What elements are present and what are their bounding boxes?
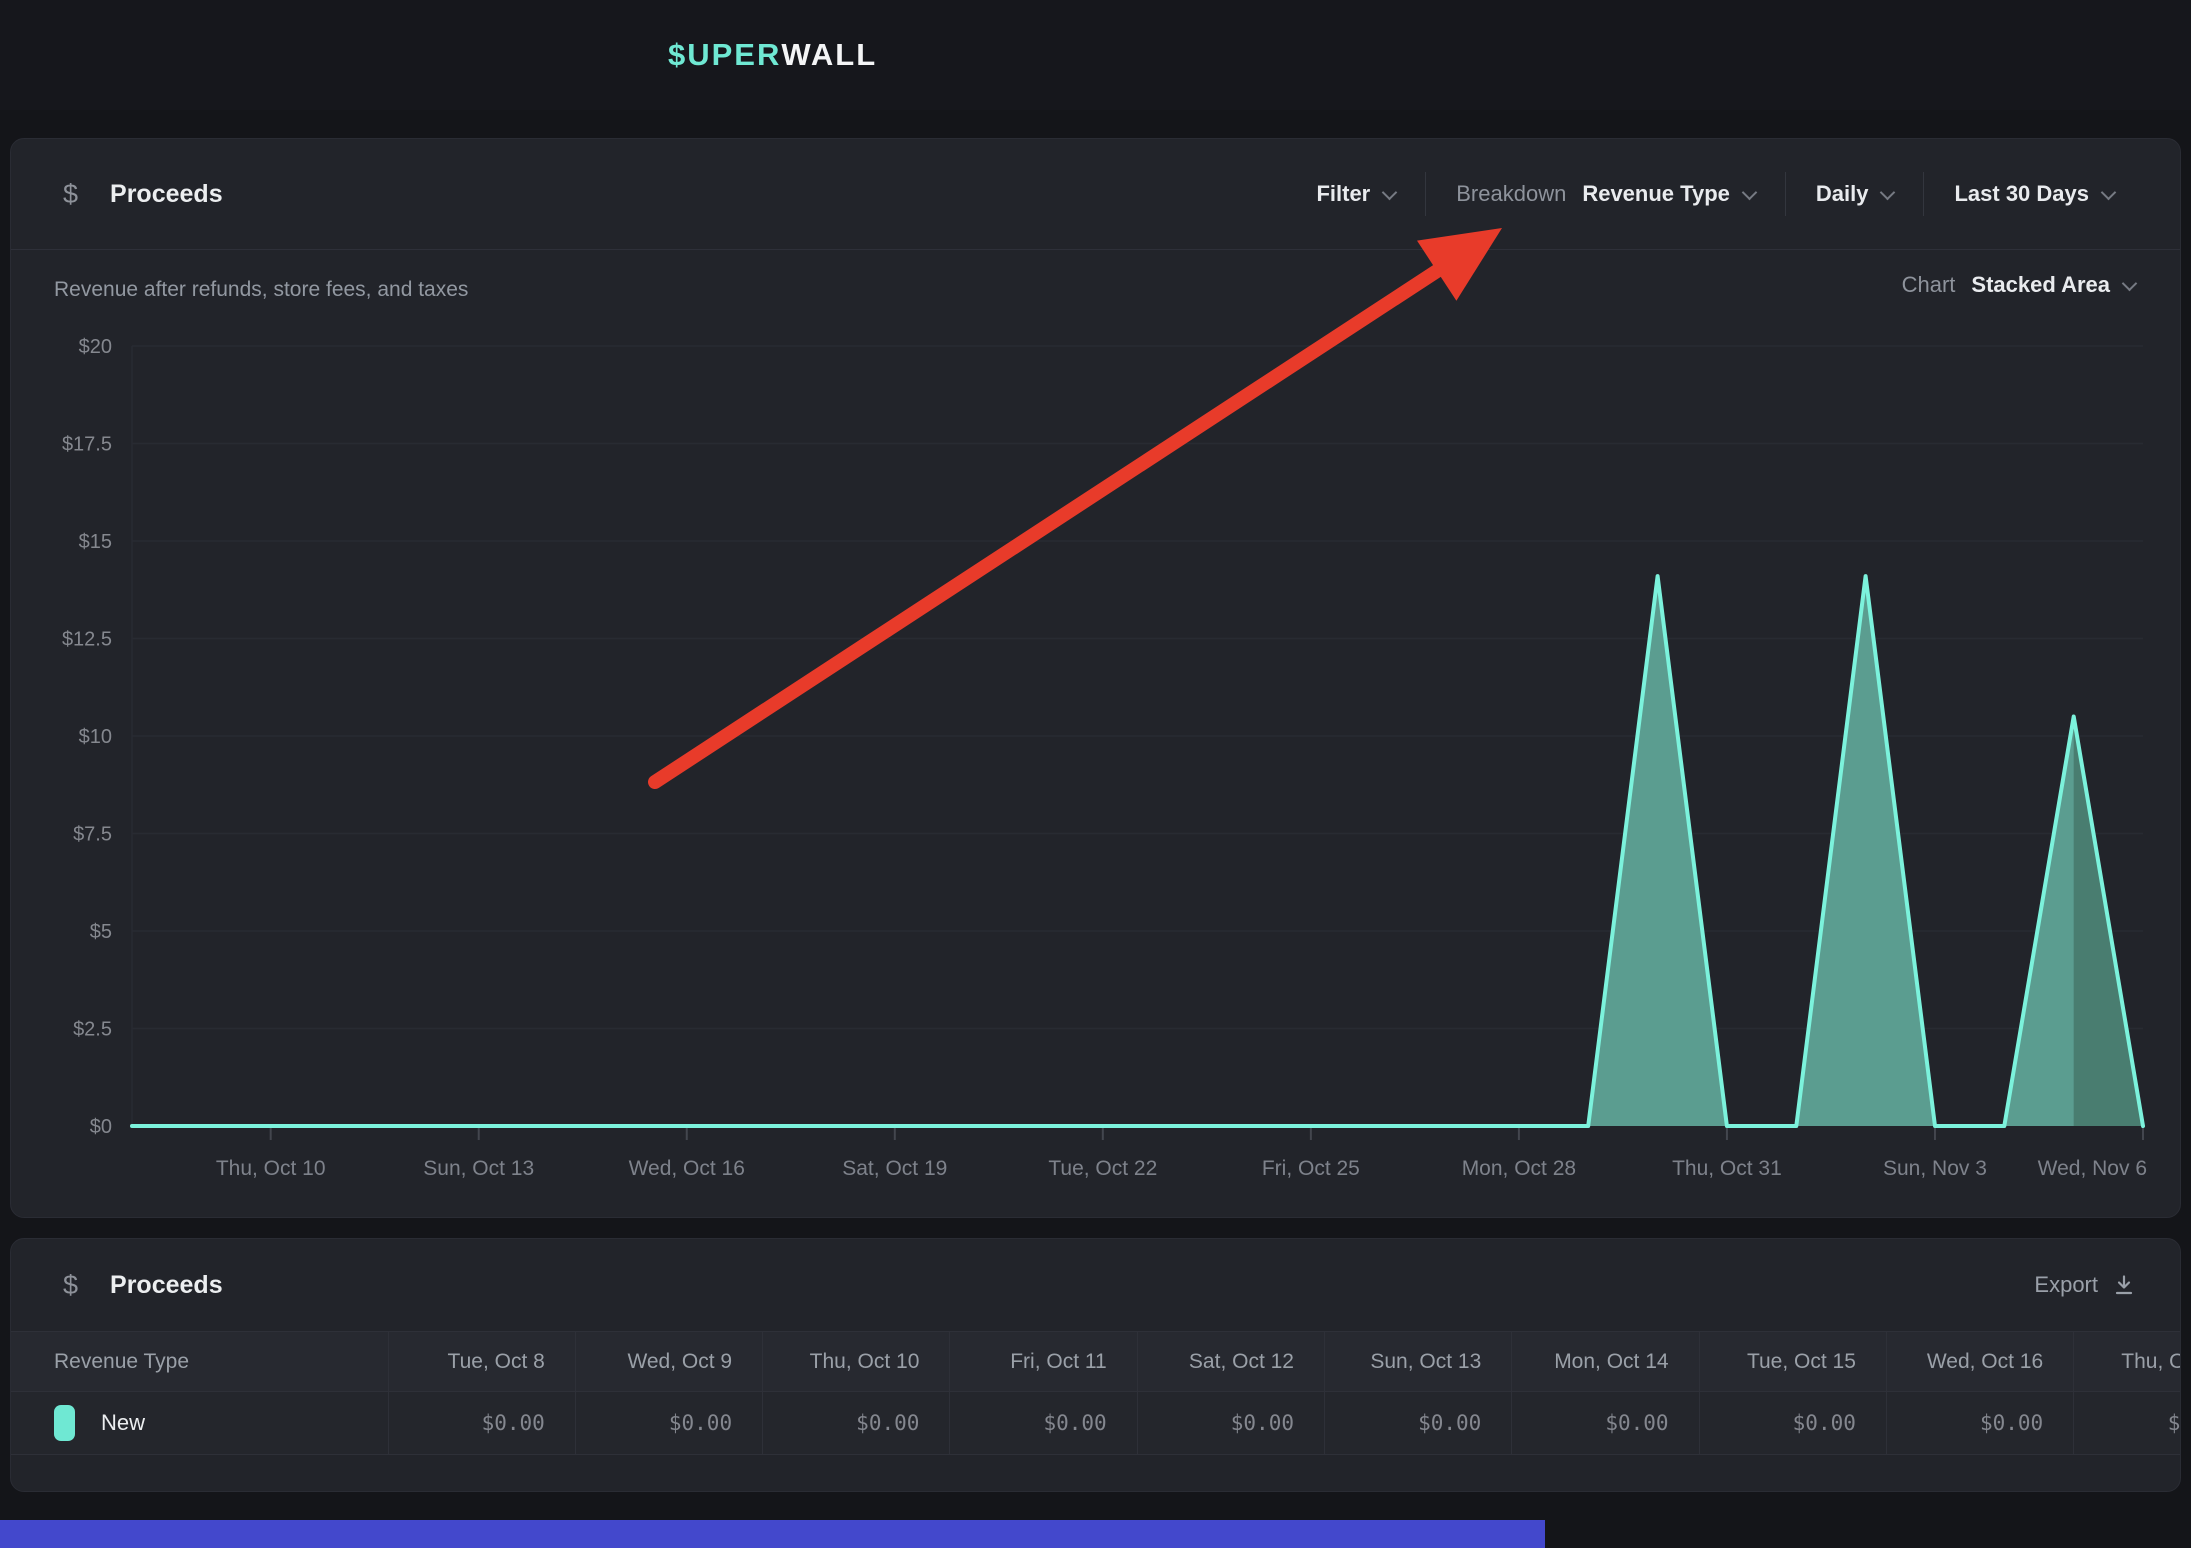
series-color-swatch (54, 1405, 75, 1441)
breakdown-dropdown[interactable]: Breakdown Revenue Type (1426, 181, 1785, 207)
column-header-revenue-type: Revenue Type (11, 1331, 388, 1392)
column-header-date: Sat, Oct 12 (1136, 1331, 1325, 1392)
value-cell: $0.00 (1885, 1391, 2074, 1455)
bottom-sheet-bar (0, 1520, 1545, 1548)
column-header-date: Thu, Oct 17 (2073, 1331, 2180, 1392)
table-row: New $0.00 $0.00 $0.00 $0.00 $0.00 $0.00 $0.00 $0… (11, 1391, 2180, 1455)
column-header-date: Tue, Oct 8 (387, 1331, 576, 1392)
dollar-icon: $ (63, 178, 79, 209)
chevron-down-icon (2100, 184, 2117, 200)
chart-type-label: Chart (1901, 272, 1956, 297)
x-axis-label: Fri, Oct 25 (1262, 1157, 1360, 1180)
column-header-date: Mon, Oct 14 (1511, 1331, 1700, 1392)
interval-value: Daily (1815, 181, 1869, 206)
y-axis-label: $5 (90, 921, 112, 943)
proceeds-chart-card: $ Proceeds Filter Breakdown Revenue Type… (10, 138, 2181, 1218)
dollar-icon: $ (63, 1269, 79, 1300)
value-cell: $0.00 (1698, 1391, 1887, 1455)
y-axis-label: $10 (79, 726, 112, 748)
column-header-date: Wed, Oct 16 (1885, 1331, 2074, 1392)
logo-accent-text: $UPER (668, 37, 782, 72)
y-axis-label: $0 (90, 1116, 112, 1138)
export-label: Export (2034, 1272, 2098, 1297)
x-axis-label: Sat, Oct 19 (842, 1157, 947, 1180)
interval-dropdown[interactable]: Daily (1786, 181, 1924, 207)
x-axis-label: Sun, Nov 3 (1883, 1157, 1987, 1180)
chart-controls: Filter Breakdown Revenue Type Daily Last… (1286, 139, 2144, 249)
app-header: $UPER WALL (0, 0, 2191, 110)
chevron-down-icon (1880, 184, 1896, 200)
table-card-title: Proceeds (110, 1270, 223, 1299)
x-axis-label: Thu, Oct 31 (1672, 1157, 1782, 1180)
row-label: New (101, 1410, 146, 1435)
breakdown-value: Revenue Type (1582, 181, 1730, 206)
superwall-logo: $UPER WALL (668, 0, 877, 110)
proceeds-table-card: $ Proceeds Export Revenue Type Tue, Oct 8… (10, 1238, 2181, 1492)
download-icon (2115, 1275, 2133, 1295)
column-header-date: Fri, Oct 11 (949, 1331, 1138, 1392)
value-cell: $0.00 (1511, 1391, 1700, 1455)
chart-card-title: Proceeds (110, 179, 223, 208)
x-axis-label: Thu, Oct 10 (216, 1157, 326, 1180)
y-axis-label: $12.5 (62, 629, 112, 651)
x-axis-label: Wed, Oct 16 (629, 1157, 745, 1180)
date-range-value: Last 30 Days (1954, 181, 2089, 206)
proceeds-table: Revenue Type Tue, Oct 8 Wed, Oct 9 Thu, Oct… (11, 1331, 2180, 1455)
column-header-date: Sun, Oct 13 (1323, 1331, 1512, 1392)
divider (1923, 172, 1925, 216)
divider (1425, 172, 1427, 216)
value-cell: $0.00 (1323, 1391, 1512, 1455)
x-axis-label: Tue, Oct 22 (1048, 1157, 1157, 1180)
divider (1784, 172, 1786, 216)
revenue-type-cell: New (11, 1391, 388, 1455)
series-area-new (132, 576, 2143, 1126)
y-axis-label: $20 (79, 336, 112, 358)
y-axis-label: $15 (79, 531, 112, 553)
y-axis-label: $7.5 (73, 824, 112, 846)
y-axis-label: $17.5 (62, 434, 112, 456)
table-header-row: Revenue Type Tue, Oct 8 Wed, Oct 9 Thu, Oct… (11, 1331, 2180, 1392)
value-cell: $0.00 (387, 1391, 576, 1455)
column-header-date: Wed, Oct 9 (574, 1331, 763, 1392)
chevron-down-icon (1381, 184, 1398, 200)
table-card-header: $ Proceeds Export (11, 1239, 2180, 1331)
x-axis-label: Wed, Nov 6 (2038, 1157, 2147, 1180)
stacked-area-chart: $0 $2.5 $5 $7.5 $10 $12.5 $15 $17.5 $20 Thu, Oct … (62, 336, 2147, 1180)
value-cell: $0.00 (574, 1391, 763, 1455)
chart-subtitle: Revenue after refunds, store fees, and t… (54, 278, 469, 301)
value-cell: $0.00 (2073, 1391, 2180, 1455)
chart-type-value: Stacked Area (1971, 272, 2110, 297)
chevron-down-icon (2121, 275, 2138, 291)
chevron-down-icon (1741, 184, 1758, 200)
filter-label: Filter (1316, 181, 1371, 206)
chart-type-dropdown[interactable]: Chart Stacked Area (1901, 272, 2138, 298)
x-axis-label: Mon, Oct 28 (1462, 1157, 1576, 1180)
column-header-date: Thu, Oct 10 (762, 1331, 950, 1392)
filter-dropdown[interactable]: Filter (1286, 181, 1425, 207)
column-header-date: Tue, Oct 15 (1698, 1331, 1887, 1392)
chart-card-header: $ Proceeds Filter Breakdown Revenue Type… (11, 139, 2180, 250)
value-cell: $0.00 (1136, 1391, 1325, 1455)
logo-rest-text: WALL (781, 37, 878, 72)
date-range-dropdown[interactable]: Last 30 Days (1924, 181, 2144, 207)
value-cell: $0.00 (949, 1391, 1138, 1455)
table-body: New $0.00 $0.00 $0.00 $0.00 $0.00 $0.00 $0.00 $0… (11, 1391, 2180, 1455)
value-cell: $0.00 (762, 1391, 950, 1455)
series-line-new (130, 574, 2145, 1128)
chart-subtitle-row: Revenue after refunds, store fees, and t… (11, 250, 2180, 332)
breakdown-label: Breakdown (1456, 181, 1567, 206)
x-axis-label: Sun, Oct 13 (423, 1157, 534, 1180)
y-axis-label: $2.5 (73, 1019, 112, 1041)
export-button[interactable]: Export (2034, 1239, 2136, 1331)
